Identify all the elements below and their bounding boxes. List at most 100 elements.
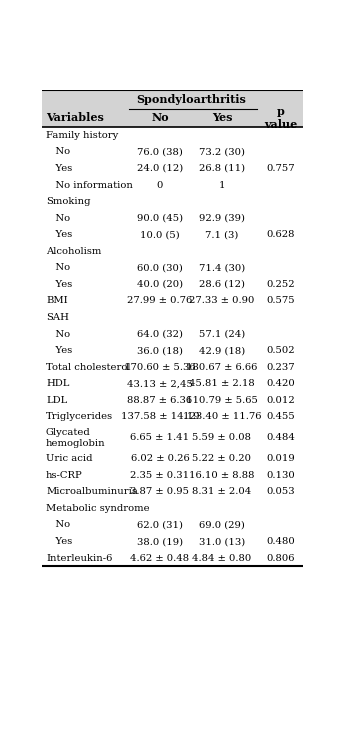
Bar [42,376,303,392]
Text: 7.1 (3): 7.1 (3) [205,231,239,239]
Bar [42,425,303,451]
Text: 0.628: 0.628 [267,231,295,239]
Text: BMI: BMI [46,297,68,306]
Text: Yes: Yes [212,113,232,123]
Text: Family history: Family history [46,131,118,140]
Text: 36.0 (18): 36.0 (18) [137,346,183,355]
Text: 27.33 ± 0.90: 27.33 ± 0.90 [189,297,255,306]
Text: Interleukin-6: Interleukin-6 [46,553,112,562]
Bar [42,293,303,309]
Text: Yes: Yes [46,346,72,355]
Text: 0.480: 0.480 [267,537,295,546]
Text: 26.8 (11): 26.8 (11) [199,164,245,173]
Text: 45.81 ± 2.18: 45.81 ± 2.18 [189,379,255,388]
Text: 43.13 ± 2,45: 43.13 ± 2,45 [127,379,193,388]
Text: 0.484: 0.484 [266,433,295,442]
Bar [42,326,303,342]
Text: 27.99 ± 0.76: 27.99 ± 0.76 [127,297,192,306]
Text: 8.31 ± 2.04: 8.31 ± 2.04 [192,487,251,496]
Bar [42,90,303,127]
Text: 4.62 ± 0.48: 4.62 ± 0.48 [130,553,189,562]
Bar [42,260,303,276]
Text: 10.0 (5): 10.0 (5) [140,231,180,239]
Text: hs-CRP: hs-CRP [46,471,83,480]
Text: 0.012: 0.012 [267,396,295,405]
Text: No: No [46,520,70,529]
Bar [42,193,303,210]
Text: 5.22 ± 0.20: 5.22 ± 0.20 [192,454,251,463]
Text: 3.87 ± 0.95: 3.87 ± 0.95 [130,487,189,496]
Bar [42,451,303,467]
Text: 90.0 (45): 90.0 (45) [137,213,183,222]
Bar [42,533,303,550]
Bar [42,160,303,176]
Text: 0: 0 [157,180,163,189]
Text: 6.02 ± 0.26: 6.02 ± 0.26 [130,454,189,463]
Bar [42,210,303,226]
Text: 64.0 (32): 64.0 (32) [137,330,183,339]
Text: 0.575: 0.575 [267,297,295,306]
Text: 123.40 ± 11.76: 123.40 ± 11.76 [183,412,261,421]
Text: Total cholesterol: Total cholesterol [46,363,130,372]
Text: 73.2 (30): 73.2 (30) [199,147,245,156]
Text: 0.806: 0.806 [267,553,295,562]
Text: No information: No information [46,180,133,189]
Text: 40.0 (20): 40.0 (20) [137,280,183,289]
Text: 2.35 ± 0.31: 2.35 ± 0.31 [130,471,189,480]
Text: 110.79 ± 5.65: 110.79 ± 5.65 [186,396,258,405]
Bar [42,127,303,143]
Text: 0.053: 0.053 [267,487,295,496]
Bar [42,467,303,484]
Text: 6.65 ± 1.41: 6.65 ± 1.41 [130,433,189,442]
Text: p
value: p value [264,106,298,130]
Text: 28.6 (12): 28.6 (12) [199,280,245,289]
Text: 92.9 (39): 92.9 (39) [199,213,245,222]
Text: Yes: Yes [46,537,72,546]
Bar [42,500,303,517]
Bar [42,359,303,376]
Text: Spondyloarthritis: Spondyloarthritis [136,94,246,105]
Bar [42,276,303,293]
Text: 1: 1 [219,180,225,189]
Text: Variables: Variables [46,113,104,123]
Bar [42,342,303,359]
Bar [42,309,303,326]
Text: 137.58 ± 14.19: 137.58 ± 14.19 [121,412,199,421]
Text: Glycated
hemoglobin: Glycated hemoglobin [46,428,105,448]
Text: 0.455: 0.455 [267,412,295,421]
Bar [42,484,303,500]
Text: 0.130: 0.130 [267,471,295,480]
Text: 88.87 ± 6.36: 88.87 ± 6.36 [127,396,192,405]
Text: Yes: Yes [46,280,72,289]
Text: 71.4 (30): 71.4 (30) [199,264,245,273]
Text: 42.9 (18): 42.9 (18) [199,346,245,355]
Text: 170.60 ± 5.36: 170.60 ± 5.36 [124,363,196,372]
Bar [42,226,303,243]
Text: 31.0 (13): 31.0 (13) [199,537,245,546]
Text: 62.0 (31): 62.0 (31) [137,520,183,529]
Text: No: No [46,264,70,273]
Text: Metabolic syndrome: Metabolic syndrome [46,504,150,513]
Bar [42,392,303,409]
Text: 0.252: 0.252 [267,280,295,289]
Text: HDL: HDL [46,379,69,388]
Text: Alcoholism: Alcoholism [46,247,101,256]
Text: No: No [46,147,70,156]
Text: 38.0 (19): 38.0 (19) [137,537,183,546]
Text: 57.1 (24): 57.1 (24) [199,330,245,339]
Text: 69.0 (29): 69.0 (29) [199,520,245,529]
Text: 60.0 (30): 60.0 (30) [137,264,183,273]
Text: 0.019: 0.019 [267,454,295,463]
Text: No: No [151,113,169,123]
Text: 0.237: 0.237 [267,363,295,372]
Text: 0.420: 0.420 [267,379,295,388]
Text: Yes: Yes [46,231,72,239]
Text: LDL: LDL [46,396,67,405]
Text: 0.502: 0.502 [267,346,295,355]
Bar [42,517,303,533]
Text: No: No [46,330,70,339]
Text: Yes: Yes [46,164,72,173]
Text: Smoking: Smoking [46,197,91,206]
Text: 4.84 ± 0.80: 4.84 ± 0.80 [192,553,251,562]
Bar [42,550,303,566]
